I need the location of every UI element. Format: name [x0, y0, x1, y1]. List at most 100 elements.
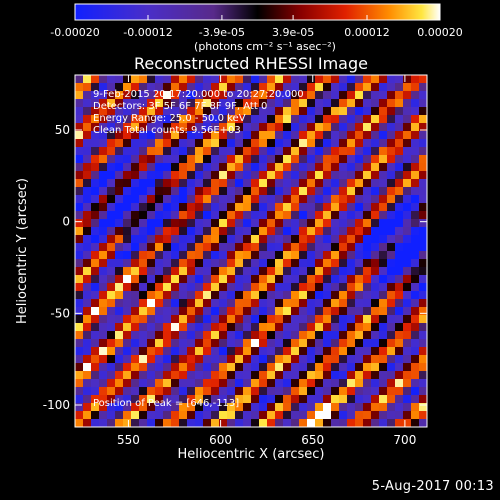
heatmap-cell: [179, 259, 188, 268]
heatmap-cell: [267, 315, 276, 324]
heatmap-cell: [139, 171, 148, 180]
heatmap-cell: [395, 291, 404, 300]
heatmap-cell: [371, 387, 380, 396]
heatmap-cell: [91, 155, 100, 164]
heatmap-cell: [171, 195, 180, 204]
heatmap-cell: [179, 251, 188, 260]
heatmap-cell: [403, 251, 412, 260]
heatmap-cell: [75, 355, 84, 364]
heatmap-cell: [83, 355, 92, 364]
heatmap-cell: [251, 379, 260, 388]
heatmap-cell: [115, 283, 124, 292]
heatmap-cell: [83, 99, 92, 108]
heatmap-cell: [139, 299, 148, 308]
heatmap-cell: [251, 99, 260, 108]
heatmap-cell: [131, 403, 140, 412]
heatmap-cell: [83, 299, 92, 308]
heatmap-cell: [171, 275, 180, 284]
heatmap-cell: [123, 171, 132, 180]
heatmap-cell: [283, 107, 292, 116]
plot-frame: [74, 74, 428, 428]
heatmap-cell: [187, 123, 196, 132]
heatmap-cell: [123, 99, 132, 108]
heatmap-cell: [251, 251, 260, 260]
heatmap-cell: [227, 195, 236, 204]
heatmap-cell: [339, 243, 348, 252]
heatmap-cell: [307, 123, 316, 132]
heatmap-cell: [235, 331, 244, 340]
heatmap-cell: [187, 419, 196, 427]
heatmap-cell: [187, 251, 196, 260]
heatmap-cell: [235, 275, 244, 284]
heatmap-cell: [123, 227, 132, 236]
heatmap-cell: [379, 195, 388, 204]
heatmap-cell: [83, 251, 92, 260]
heatmap-cell: [315, 275, 324, 284]
heatmap-cell: [115, 83, 124, 92]
heatmap-cell: [307, 323, 316, 332]
heatmap-cell: [251, 243, 260, 252]
heatmap-cell: [131, 355, 140, 364]
heatmap-cell: [203, 387, 212, 396]
heatmap-cell: [99, 211, 108, 220]
heatmap-cell: [363, 171, 372, 180]
heatmap-cell: [267, 155, 276, 164]
y-axis-ticks: [75, 129, 427, 406]
heatmap-cell: [347, 331, 356, 340]
heatmap-cell: [299, 331, 308, 340]
heatmap-cell: [347, 219, 356, 228]
heatmap-cell: [123, 331, 132, 340]
heatmap-cell: [75, 267, 84, 276]
heatmap-cell: [411, 387, 420, 396]
heatmap-cell: [107, 99, 116, 108]
heatmap-cell: [203, 299, 212, 308]
heatmap-cell: [331, 147, 340, 156]
heatmap-cell: [115, 179, 124, 188]
heatmap-cell: [227, 347, 236, 356]
heatmap-cell: [291, 131, 300, 140]
heatmap-cell: [211, 403, 220, 412]
heatmap-cell: [91, 75, 100, 84]
heatmap-cell: [291, 267, 300, 276]
heatmap-cell: [107, 123, 116, 132]
heatmap-cell: [331, 275, 340, 284]
heatmap-cell: [227, 203, 236, 212]
heatmap-cell: [251, 307, 260, 316]
heatmap-cell: [139, 339, 148, 348]
heatmap-cell: [379, 203, 388, 212]
heatmap-cell: [331, 395, 340, 404]
heatmap-cell: [243, 219, 252, 228]
heatmap-cell: [379, 155, 388, 164]
heatmap-cell: [283, 291, 292, 300]
heatmap-cell: [219, 179, 228, 188]
heatmap-cell: [259, 323, 268, 332]
heatmap-cell: [267, 195, 276, 204]
heatmap-cell: [107, 387, 116, 396]
heatmap-cell: [251, 75, 260, 84]
heatmap-cell: [195, 299, 204, 308]
heatmap-cell: [171, 139, 180, 148]
heatmap-cell: [195, 379, 204, 388]
heatmap-cell: [267, 387, 276, 396]
heatmap-cell: [155, 267, 164, 276]
heatmap-cell: [387, 203, 396, 212]
heatmap-cell: [187, 283, 196, 292]
heatmap-cell: [355, 83, 364, 92]
heatmap-cell: [331, 243, 340, 252]
heatmap-cell: [163, 299, 172, 308]
heatmap-cell: [363, 211, 372, 220]
heatmap-cell: [323, 123, 332, 132]
heatmap-cell: [147, 347, 156, 356]
heatmap-cell: [211, 91, 220, 100]
heatmap-cell: [323, 275, 332, 284]
heatmap-cell: [363, 379, 372, 388]
heatmap-cell: [411, 251, 420, 260]
heatmap-cell: [355, 219, 364, 228]
heatmap-cell: [347, 131, 356, 140]
heatmap-cell: [227, 339, 236, 348]
heatmap-cell: [339, 195, 348, 204]
heatmap-cell: [307, 155, 316, 164]
heatmap-cell: [171, 299, 180, 308]
heatmap-cell: [403, 91, 412, 100]
heatmap-cell: [123, 355, 132, 364]
